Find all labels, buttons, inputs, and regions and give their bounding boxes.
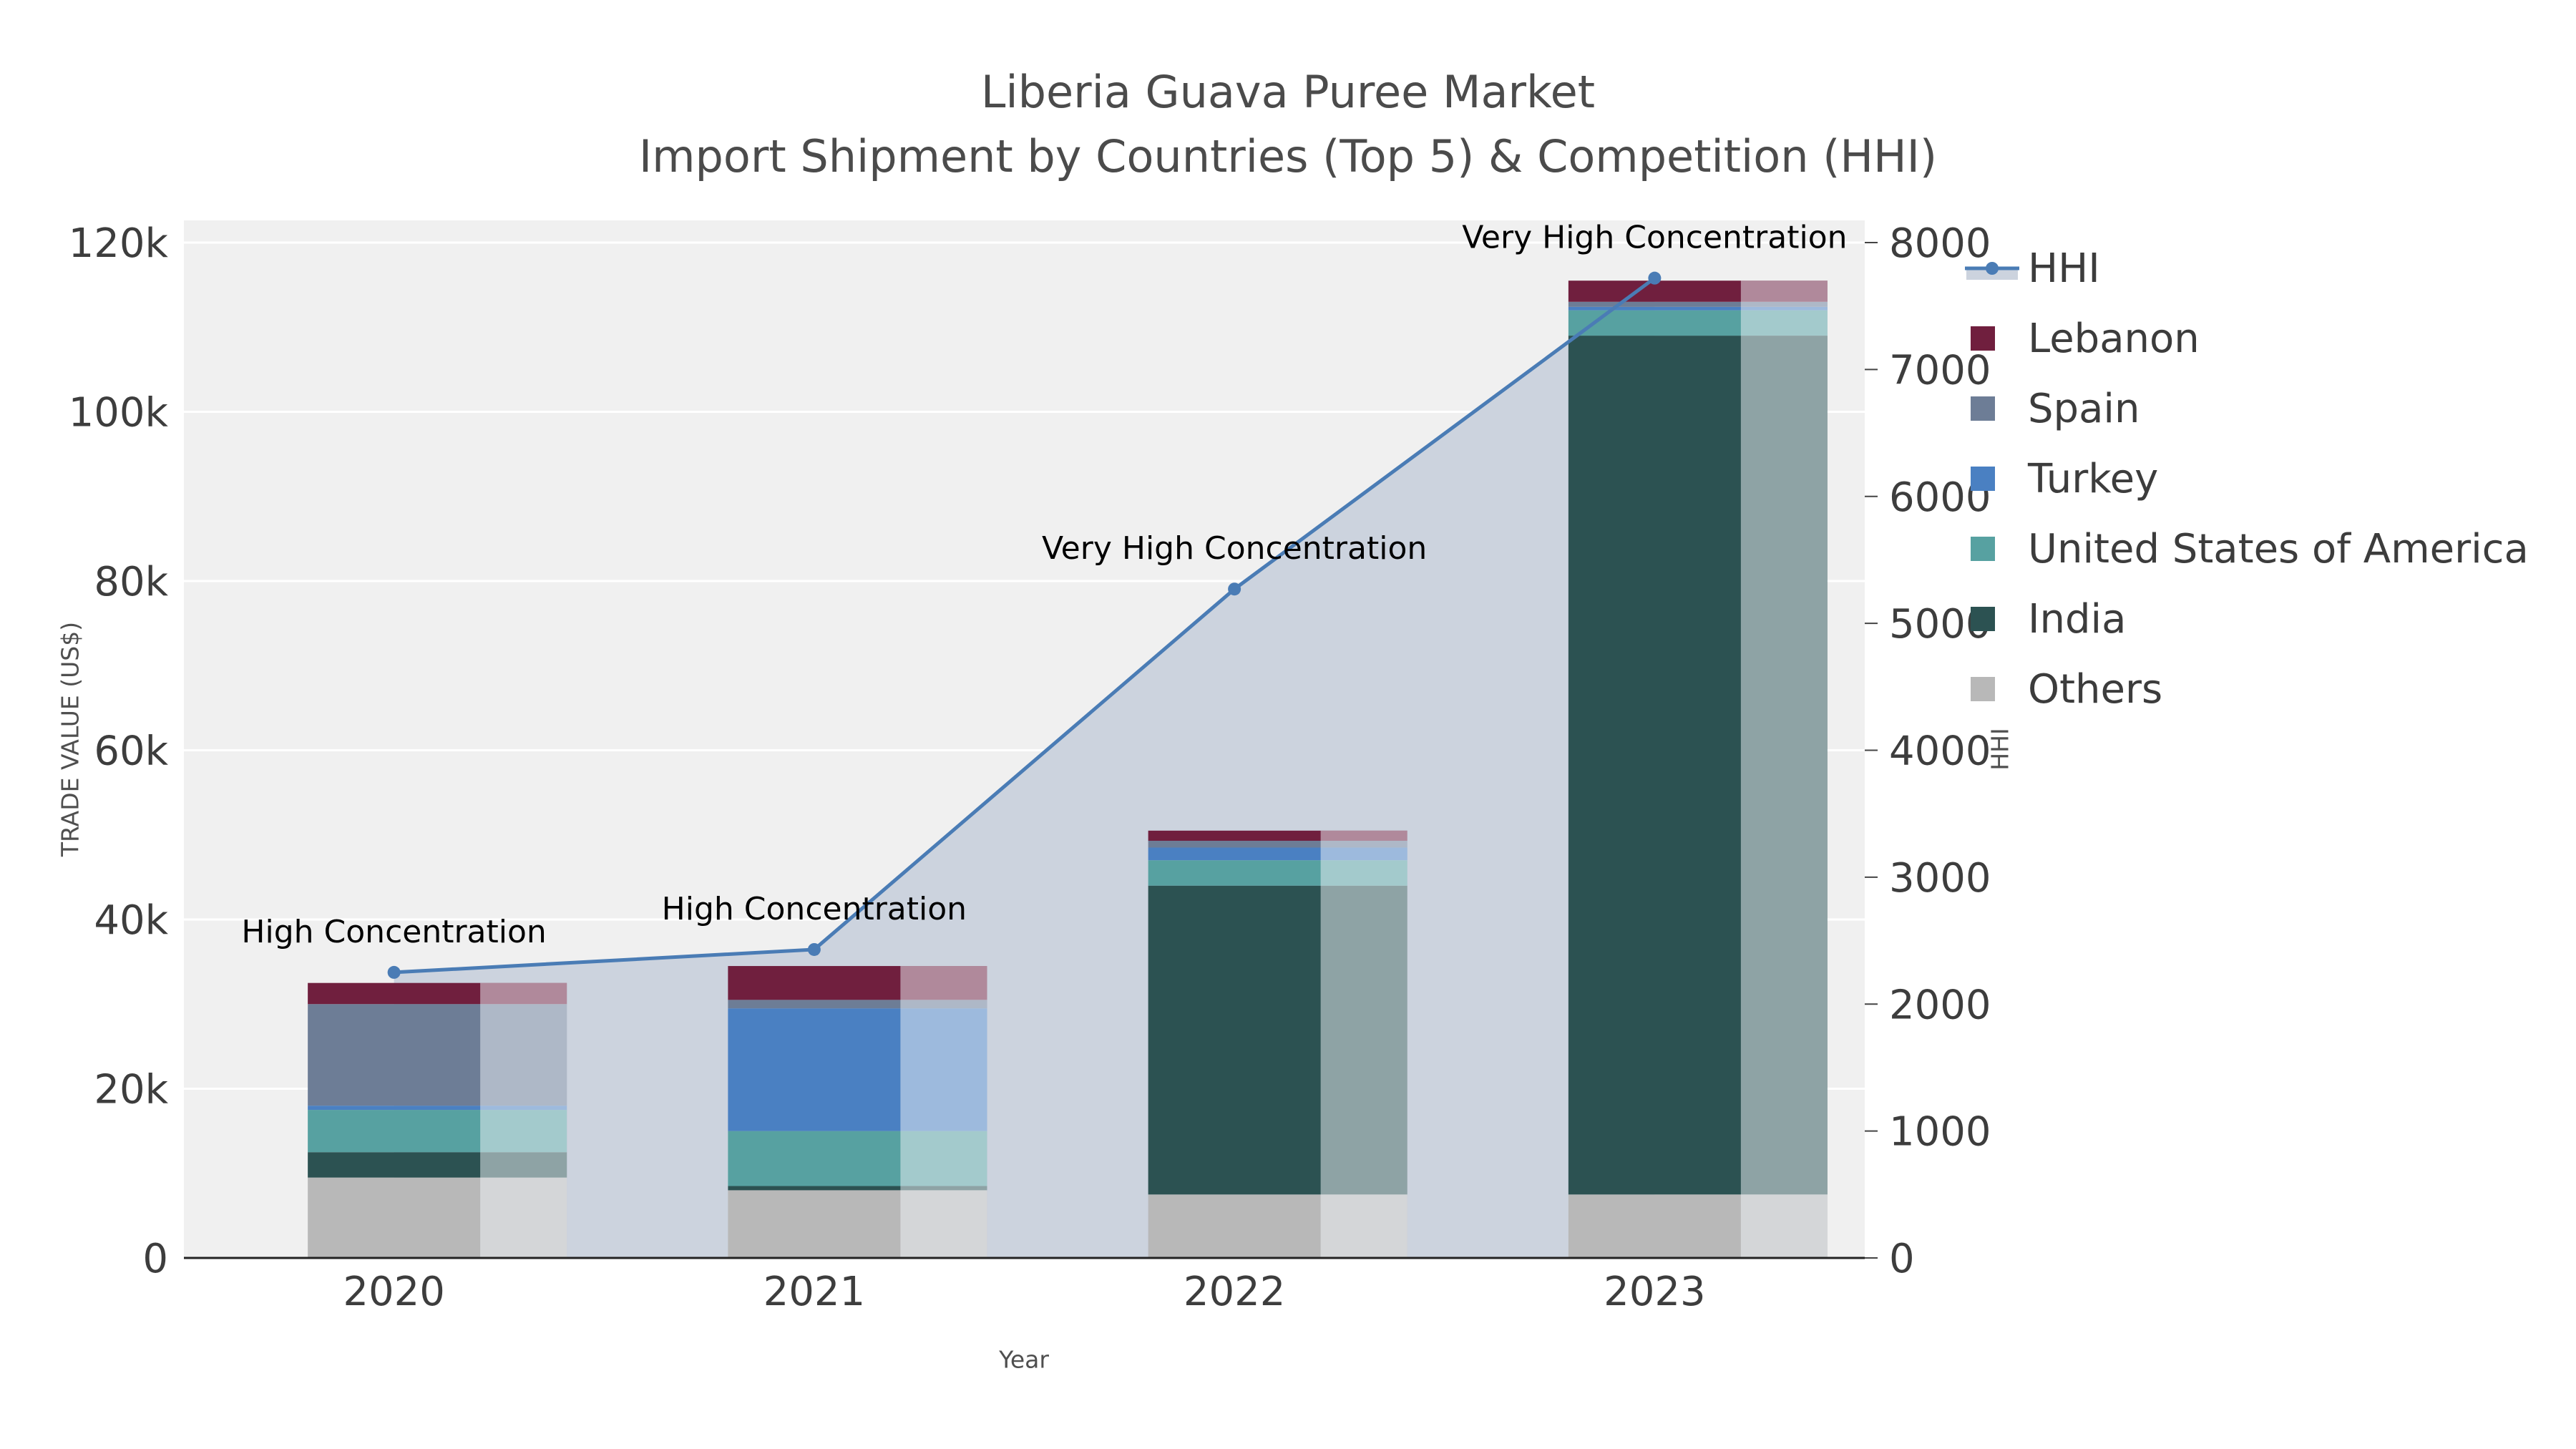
chart-title-block: Liberia Guava Puree Market Import Shipme… <box>0 60 2576 189</box>
y-tick-label: 120k <box>69 220 169 267</box>
chart-subtitle: Import Shipment by Countries (Top 5) & C… <box>638 130 1938 182</box>
bar-group-2021 <box>728 966 987 1258</box>
others-swatch-icon <box>1971 677 1995 701</box>
hhi-line-icon <box>1965 262 2019 280</box>
bar-segment-spain <box>1568 301 1828 307</box>
annotation-label: Very High Concentration <box>1042 530 1427 567</box>
y2-tick-label: 1000 <box>1889 1109 1991 1156</box>
spain-swatch-icon <box>1971 396 1995 421</box>
hhi-marker-2023 <box>1648 271 1662 285</box>
y-tick-label: 100k <box>69 390 169 436</box>
y2-tick-label: 4000 <box>1889 728 1991 775</box>
legend-label: Spain <box>2028 385 2140 432</box>
x-axis-title: Year <box>999 1345 1049 1374</box>
lebanon-swatch-icon <box>1971 326 1995 351</box>
y-tick-label: 20k <box>94 1067 168 1113</box>
bar-highlight-overlay <box>1320 830 1407 1258</box>
bar-highlight-overlay <box>900 966 987 1258</box>
legend-item-spain[interactable]: Spain <box>1963 374 2529 444</box>
annotation-label: High Concentration <box>241 914 546 950</box>
bar-segment-spain <box>1148 841 1407 848</box>
y2-tick-label: 3000 <box>1889 855 1991 902</box>
legend-label: Turkey <box>2028 455 2159 502</box>
chart-title: Liberia Guava Puree Market <box>980 66 1596 118</box>
annotation-label: Very High Concentration <box>1462 220 1847 256</box>
bar-group-2020 <box>308 982 567 1258</box>
x-tick-label: 2023 <box>1604 1269 1706 1315</box>
y2-tick-label: 8000 <box>1889 220 1991 267</box>
legend-item-others[interactable]: Others <box>1963 654 2529 724</box>
bar-group-2023 <box>1568 280 1828 1258</box>
y-tick-label: 60k <box>94 728 168 775</box>
hhi-line <box>394 276 1656 975</box>
y-axis-title: TRADE VALUE (US$) <box>56 621 84 857</box>
legend: HHI Lebanon Spain Turkey United States of Am… <box>1963 233 2529 724</box>
bar-group-2022 <box>1148 830 1407 1258</box>
x-tick-label: 2020 <box>343 1269 445 1315</box>
hhi-marker-2021 <box>807 942 821 956</box>
india-swatch-icon <box>1971 607 1995 631</box>
bar-segment-spain <box>728 1000 987 1009</box>
legend-item-united-states-of-america[interactable]: United States of America <box>1963 514 2529 584</box>
legend-label: United States of America <box>2028 525 2529 572</box>
y-tick-label: 0 <box>142 1236 168 1282</box>
legend-label: India <box>2028 595 2127 643</box>
legend-item-india[interactable]: India <box>1963 584 2529 654</box>
y2-tick-label: 2000 <box>1889 982 1991 1028</box>
united-states-of-america-swatch-icon <box>1971 537 1995 561</box>
bar-highlight-overlay <box>1740 280 1828 1258</box>
legend-item-turkey[interactable]: Turkey <box>1963 444 2529 514</box>
y-tick-label: 80k <box>94 559 168 605</box>
hhi-marker-swatch <box>1986 262 1999 275</box>
annotation-label: High Concentration <box>662 891 967 927</box>
y2-axis-title: HHI <box>1986 728 2014 771</box>
x-tick-label: 2021 <box>763 1269 866 1315</box>
bar-highlight-overlay <box>480 982 567 1258</box>
legend-label: Lebanon <box>2028 315 2200 362</box>
y2-tick-label: 0 <box>1889 1236 1915 1282</box>
hhi-marker-2022 <box>1228 582 1241 596</box>
legend-label: Others <box>2028 665 2163 713</box>
bar-segment-turkey <box>1568 306 1828 311</box>
legend-label: HHI <box>2028 245 2100 292</box>
bar-segment-turkey <box>308 1106 567 1111</box>
x-tick-label: 2022 <box>1184 1269 1286 1315</box>
bar-segment-india <box>728 1186 987 1191</box>
legend-item-lebanon[interactable]: Lebanon <box>1963 303 2529 374</box>
hhi-marker-2020 <box>387 965 401 979</box>
legend-item-hhi[interactable]: HHI <box>1963 233 2529 303</box>
y-tick-label: 40k <box>94 897 168 944</box>
turkey-swatch-icon <box>1971 467 1995 491</box>
y2-tick-label: 7000 <box>1889 347 1991 394</box>
